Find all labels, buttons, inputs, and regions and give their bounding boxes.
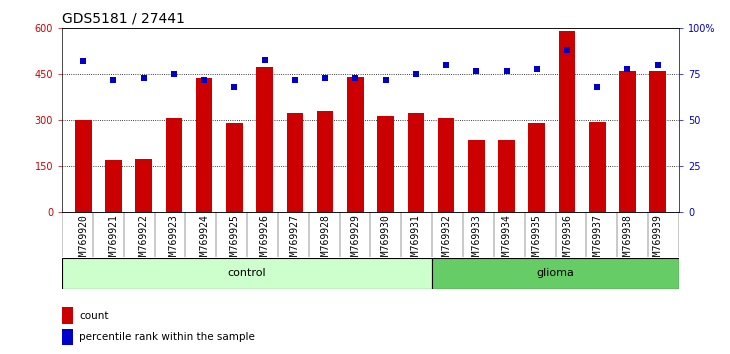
Point	[199, 77, 210, 83]
Point	[77, 59, 89, 64]
Bar	[317, 111, 334, 212]
Point	[652, 62, 664, 68]
Point	[319, 75, 331, 81]
Point	[138, 75, 150, 81]
Bar	[468, 140, 485, 212]
Bar	[650, 71, 666, 212]
FancyBboxPatch shape	[432, 258, 679, 289]
Point	[107, 77, 119, 83]
Point	[228, 84, 240, 90]
Bar	[105, 160, 122, 212]
Bar	[499, 140, 515, 212]
Point	[470, 68, 482, 74]
Point	[380, 77, 391, 83]
Bar	[75, 120, 91, 212]
Text: count: count	[79, 311, 109, 321]
Point	[168, 72, 180, 77]
Bar	[558, 32, 575, 212]
Point	[561, 47, 573, 53]
Bar	[62, 307, 73, 324]
Point	[622, 66, 634, 72]
Bar	[347, 78, 364, 212]
Bar	[196, 78, 212, 212]
Point	[440, 62, 452, 68]
Point	[591, 84, 603, 90]
Bar	[529, 123, 545, 212]
Point	[350, 75, 361, 81]
Point	[259, 57, 271, 62]
Bar	[619, 71, 636, 212]
Bar	[287, 113, 303, 212]
Bar	[438, 118, 454, 212]
Bar	[166, 118, 182, 212]
Bar	[62, 329, 73, 345]
Text: GDS5181 / 27441: GDS5181 / 27441	[62, 12, 185, 26]
Text: percentile rank within the sample: percentile rank within the sample	[79, 332, 255, 342]
Point	[531, 66, 542, 72]
Point	[410, 72, 422, 77]
Point	[501, 68, 512, 74]
Bar	[256, 67, 273, 212]
Point	[289, 77, 301, 83]
Text: disease state: disease state	[0, 353, 1, 354]
Bar	[589, 122, 606, 212]
Bar	[135, 159, 152, 212]
Text: glioma: glioma	[537, 268, 575, 279]
Bar	[407, 113, 424, 212]
Bar	[377, 116, 394, 212]
FancyBboxPatch shape	[62, 258, 432, 289]
Bar	[226, 124, 242, 212]
Text: control: control	[228, 268, 266, 279]
